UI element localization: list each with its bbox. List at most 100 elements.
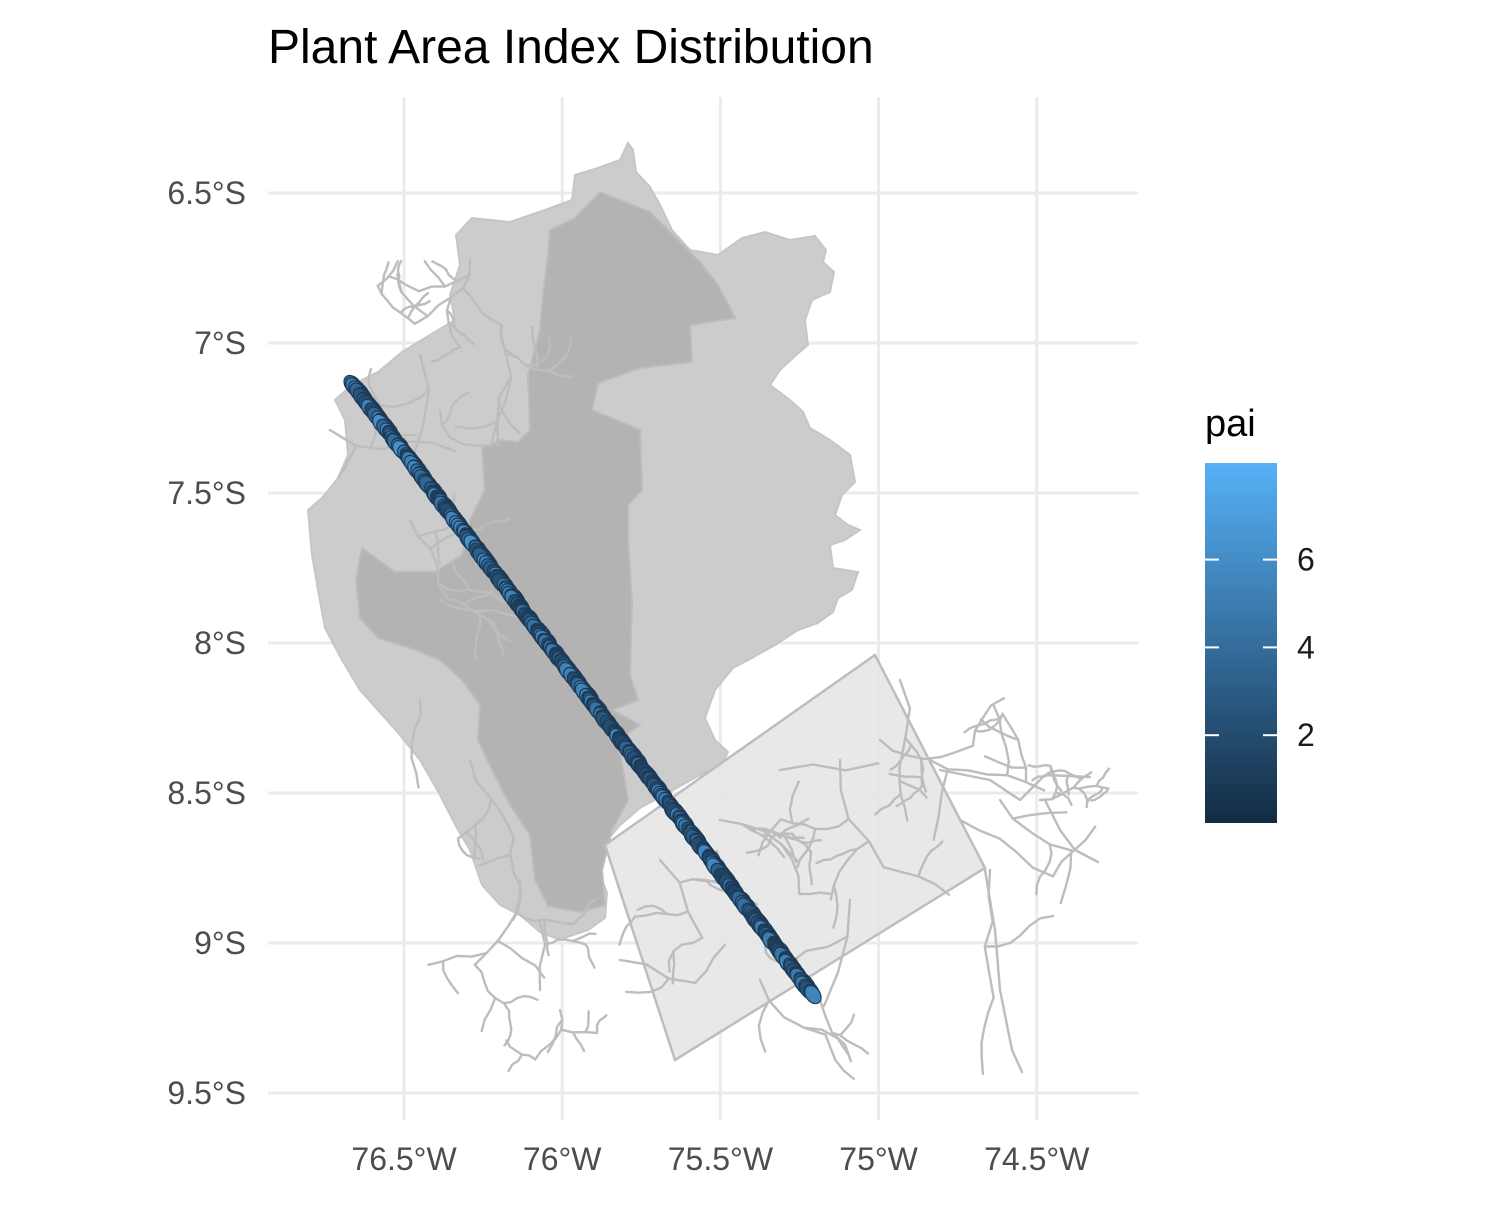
road [493,622,505,656]
road [433,530,441,565]
road [543,918,550,957]
x-tick-label: 76.5°W [351,1141,457,1177]
road [571,1031,586,1053]
road [440,391,470,427]
road [515,911,576,926]
road-network [328,258,1111,1081]
road [958,818,1055,878]
road [992,704,1010,777]
road [427,951,488,966]
road [456,837,481,861]
road [633,910,690,918]
road [543,938,587,946]
y-tick-label: 8.5°S [167,775,246,811]
y-axis-labels: 6.5°S 7°S 7.5°S 8°S 8.5°S 9°S 9.5°S [167,175,246,1111]
road [547,335,572,373]
road [399,300,431,315]
road [451,561,471,591]
road [618,958,697,984]
road [437,582,492,594]
gedi-track [343,374,822,1005]
road [408,518,449,601]
road [572,897,599,926]
road [1059,849,1073,905]
road [489,328,513,447]
road [454,419,499,430]
road [417,273,471,293]
road [1086,786,1104,803]
road [983,755,1028,769]
road [473,963,511,1013]
road [473,610,482,660]
legend-tick-label: 2 [1297,717,1315,753]
road [496,375,513,447]
road [468,758,515,839]
road [898,779,928,799]
road [376,259,399,287]
road [758,978,827,1036]
road [1043,798,1100,864]
road [445,296,462,349]
legend-title: pai [1205,403,1256,445]
road [1095,767,1111,788]
road [829,839,871,901]
road [496,939,546,979]
y-tick-label: 7.5°S [167,475,246,511]
road [718,818,799,862]
road [839,1013,856,1037]
road [413,258,472,325]
y-tick-label: 6.5°S [167,175,246,211]
road [447,322,475,346]
legend-colorbar [1205,463,1277,823]
footprint-point [804,984,822,1005]
road [671,949,676,985]
x-tick-label: 74.5°W [984,1141,1090,1177]
road [658,858,704,939]
road [570,932,597,943]
road [796,827,817,869]
road [430,346,462,363]
road [478,853,512,867]
y-tick-label: 7°S [194,325,246,361]
road [534,1008,564,1061]
road [878,738,975,761]
road [524,336,552,367]
x-axis-labels: 76.5°W 76°W 75.5°W 75°W 74.5°W [351,1141,1090,1177]
road [895,785,924,808]
road [779,817,850,831]
road [1071,784,1110,790]
road [694,944,726,984]
road [832,884,839,929]
road [328,428,387,451]
road [507,1053,524,1073]
road [928,758,1046,792]
road [410,698,423,789]
road [787,935,849,966]
road [917,840,944,878]
road [546,1018,564,1054]
road [824,1033,856,1081]
x-tick-label: 75°W [839,1141,918,1177]
road [830,1031,870,1055]
road [898,678,912,769]
road [480,996,497,1033]
road [778,762,880,772]
road [802,1026,849,1055]
road [745,835,773,854]
road [1011,811,1068,820]
road [983,868,1024,1074]
road [1027,764,1052,768]
road [667,936,704,973]
road [838,758,885,869]
road [583,1010,590,1034]
pai-legend: pai 2 4 6 [1205,403,1315,823]
y-tick-label: 9°S [194,925,246,961]
road [757,818,783,857]
road [376,284,416,325]
road [461,287,503,327]
road [874,793,902,816]
road [971,697,1006,747]
road [584,943,596,969]
road [595,1014,608,1035]
